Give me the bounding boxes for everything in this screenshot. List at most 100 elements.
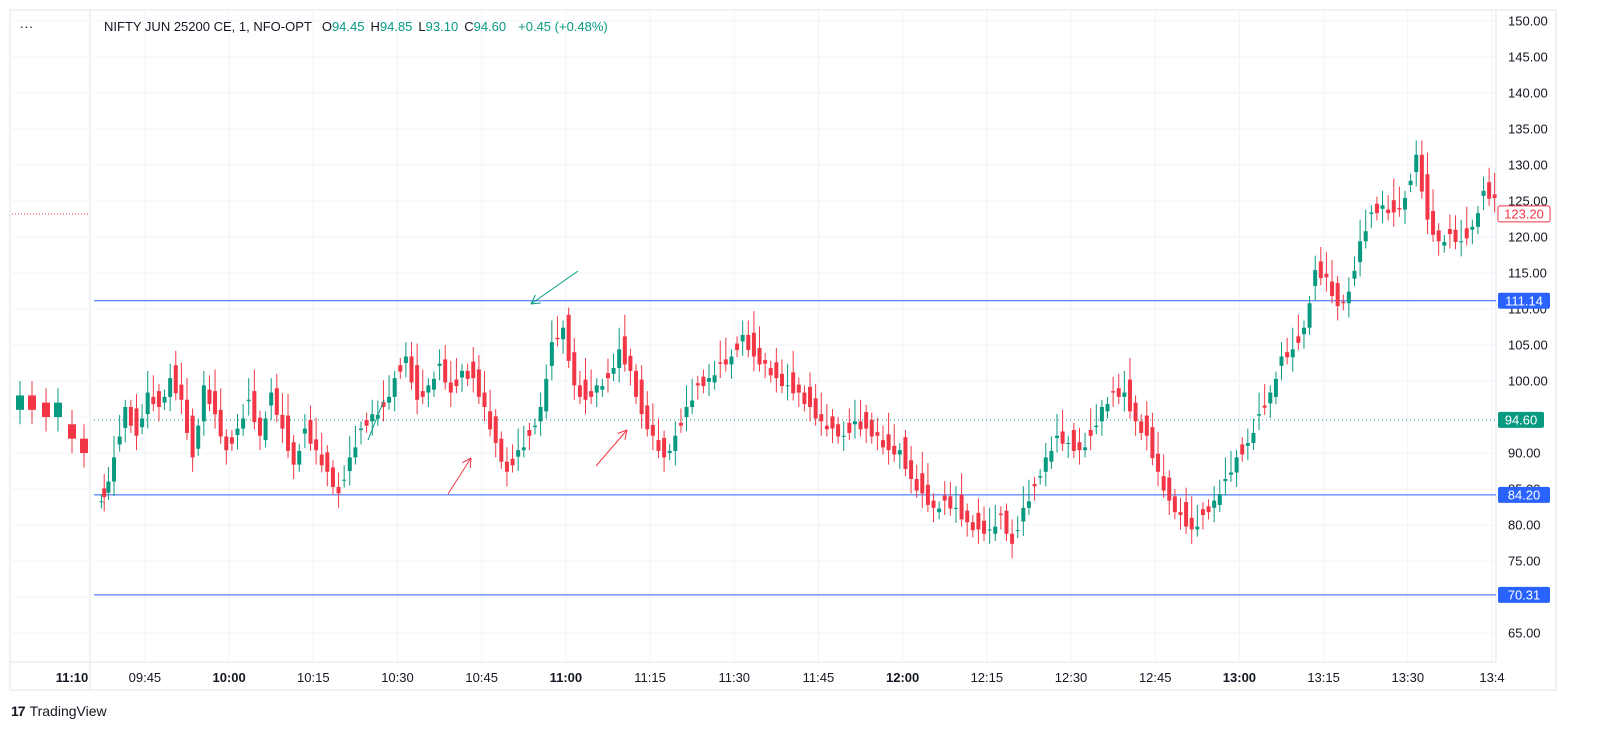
candle-body bbox=[1032, 484, 1037, 487]
candle-body bbox=[325, 452, 330, 472]
candle-body bbox=[808, 386, 813, 407]
candle-body bbox=[925, 484, 930, 505]
candle-body bbox=[533, 425, 537, 428]
price-tick-label: 65.00 bbox=[1508, 626, 1541, 641]
price-tick-label: 125.00 bbox=[1508, 193, 1548, 208]
time-tick-label: 12:45 bbox=[1139, 670, 1172, 685]
candle-body bbox=[746, 334, 751, 351]
menu-dots[interactable]: ... bbox=[20, 16, 34, 31]
candle-body bbox=[645, 405, 650, 430]
candle-body bbox=[347, 457, 352, 472]
candle-body bbox=[510, 458, 515, 466]
left-candle-body bbox=[16, 395, 24, 410]
candle-body bbox=[1122, 392, 1127, 397]
candle-body bbox=[1161, 476, 1166, 491]
low-label: L bbox=[418, 19, 426, 34]
candle-body bbox=[673, 435, 678, 451]
candle-body bbox=[235, 428, 240, 436]
candle-body bbox=[263, 418, 268, 441]
candle-body bbox=[1167, 477, 1172, 501]
candle-body bbox=[1425, 174, 1430, 220]
candle-body bbox=[622, 336, 627, 365]
candle-body bbox=[1335, 283, 1340, 307]
candle-body bbox=[1066, 442, 1071, 444]
candle-body bbox=[280, 414, 285, 429]
candle-body bbox=[330, 467, 335, 487]
candle-body bbox=[286, 415, 291, 451]
symbol-title[interactable]: NIFTY JUN 25200 CE, 1, NFO-OPT bbox=[104, 19, 312, 34]
candle-body bbox=[156, 391, 161, 407]
candle-body bbox=[1285, 352, 1290, 358]
candle-body bbox=[106, 481, 111, 493]
open-label: O bbox=[321, 19, 332, 34]
candle-body bbox=[914, 479, 919, 491]
candle-body bbox=[493, 416, 498, 443]
candle-body bbox=[1083, 447, 1088, 451]
candle-body bbox=[359, 428, 363, 431]
candle-body bbox=[796, 384, 801, 393]
candle-body bbox=[987, 529, 992, 531]
candle-body bbox=[1301, 327, 1306, 335]
drawings bbox=[367, 270, 628, 495]
time-axis: 09:45 10:00 10:15 10:30 10:45 11:00 11:15 11:30… bbox=[129, 670, 1505, 685]
candle-body bbox=[1341, 301, 1346, 304]
candle-body bbox=[1094, 425, 1099, 428]
candle-body bbox=[779, 373, 784, 387]
candle-body bbox=[499, 438, 504, 462]
candle-body bbox=[847, 422, 852, 433]
candle-body bbox=[1391, 200, 1396, 213]
candle-body bbox=[1262, 405, 1267, 408]
candle-body bbox=[1060, 431, 1065, 444]
grid bbox=[12, 10, 1496, 662]
candle-body bbox=[1470, 226, 1475, 230]
candle-body bbox=[1010, 533, 1015, 544]
price-tick-label: 100.00 bbox=[1508, 374, 1548, 389]
candle-body bbox=[802, 392, 807, 405]
candle-body bbox=[701, 376, 706, 387]
candle-body bbox=[201, 385, 206, 422]
candle-body bbox=[662, 437, 667, 458]
candle-body bbox=[757, 347, 762, 365]
candle-body bbox=[594, 385, 599, 393]
candle-body bbox=[1352, 270, 1357, 279]
price-tick-label: 80.00 bbox=[1508, 518, 1541, 533]
candle-body bbox=[819, 414, 824, 422]
candle-body bbox=[1374, 203, 1379, 214]
candle-body bbox=[1223, 479, 1228, 482]
price-tick-label: 120.00 bbox=[1508, 229, 1548, 244]
candle-body bbox=[140, 418, 145, 428]
time-tick-label: 10:00 bbox=[212, 670, 245, 685]
candle-body bbox=[982, 520, 987, 534]
candle-body bbox=[1419, 154, 1424, 192]
candle-body bbox=[274, 388, 279, 415]
highlight-price-badge bbox=[1497, 205, 1551, 223]
candle-body bbox=[869, 419, 874, 437]
candle-body bbox=[465, 370, 470, 379]
candle-body bbox=[454, 379, 459, 387]
candle-body bbox=[1268, 392, 1273, 404]
time-tick-label: 11:15 bbox=[634, 670, 666, 685]
candle-body bbox=[768, 368, 773, 376]
left-candle-body bbox=[42, 402, 50, 418]
candle-body bbox=[639, 379, 644, 415]
candle-body bbox=[1318, 261, 1323, 279]
high-label: H bbox=[370, 19, 380, 34]
candle-body bbox=[538, 406, 543, 422]
close-value: 94.60 bbox=[473, 19, 507, 34]
tradingview-brand[interactable]: 17 TradingView bbox=[11, 703, 107, 719]
time-tick-label: 11:45 bbox=[803, 670, 835, 685]
open-value: 94.45 bbox=[331, 19, 365, 34]
time-tick-label: 12:00 bbox=[886, 670, 919, 685]
candle-body bbox=[1313, 270, 1318, 286]
candle-body bbox=[903, 437, 908, 469]
candle-body bbox=[864, 412, 869, 429]
candle-body bbox=[99, 501, 104, 503]
candle-body bbox=[168, 378, 173, 397]
candles bbox=[99, 140, 1497, 559]
candle-body bbox=[1229, 472, 1233, 475]
candle-body bbox=[841, 435, 846, 437]
candle-body bbox=[460, 370, 465, 378]
candle-body bbox=[403, 356, 408, 364]
candle-body bbox=[246, 399, 251, 402]
